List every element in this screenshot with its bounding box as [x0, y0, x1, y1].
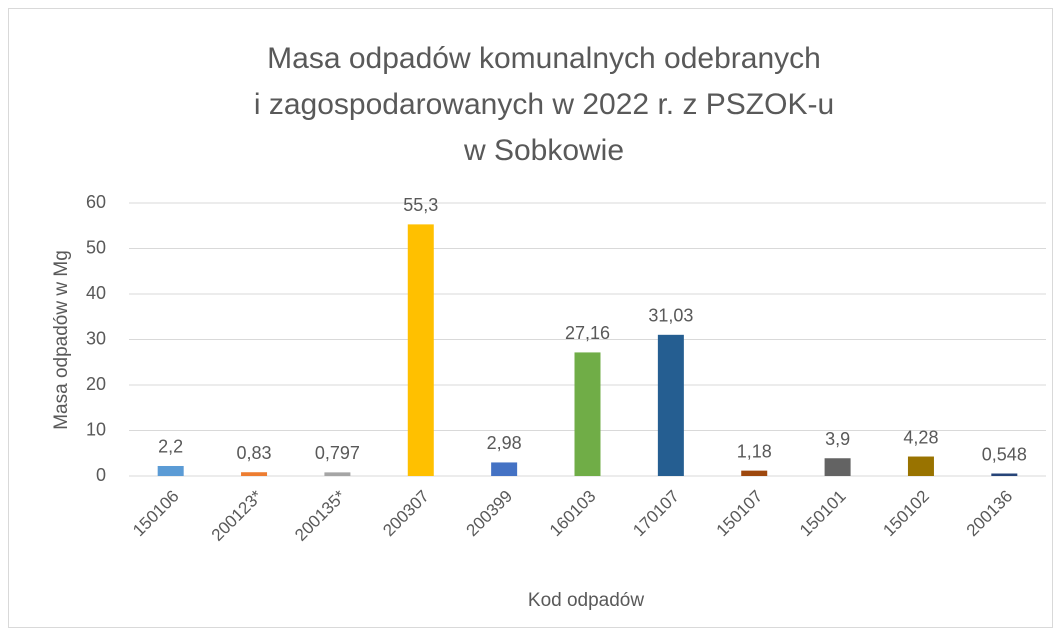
data-label: 0,548	[982, 444, 1027, 464]
data-label: 2,98	[487, 433, 522, 453]
data-label: 3,9	[825, 429, 850, 449]
data-label: 1,18	[737, 441, 772, 461]
chart-title: w Sobkowie	[463, 134, 624, 167]
bar	[907, 456, 934, 476]
chart-frame	[8, 8, 1053, 628]
y-axis-title: Masa odpadów w Mg	[51, 250, 72, 430]
bar	[491, 462, 518, 476]
data-label: 2,2	[158, 437, 183, 457]
chart-title: i zagospodarowanych w 2022 r. z PSZOK-u	[254, 88, 834, 121]
bar	[324, 472, 351, 476]
bar	[407, 224, 434, 476]
chart-title: Masa odpadów komunalnych odebranych	[267, 42, 821, 75]
y-tick-label: 20	[86, 374, 106, 394]
bar	[991, 473, 1018, 476]
y-tick-label: 30	[86, 328, 106, 348]
y-tick-label: 10	[86, 419, 106, 439]
data-label: 27,16	[565, 323, 610, 343]
bar	[824, 458, 851, 476]
bar	[241, 472, 268, 476]
y-tick-label: 40	[86, 283, 106, 303]
data-label: 31,03	[648, 306, 693, 326]
bar	[157, 465, 184, 476]
bar	[657, 334, 684, 476]
data-label: 55,3	[403, 195, 438, 215]
y-tick-label: 60	[86, 192, 106, 212]
data-label: 0,83	[237, 443, 272, 463]
data-label: 4,28	[903, 427, 938, 447]
bar	[574, 352, 601, 476]
y-tick-label: 50	[86, 237, 106, 257]
bar	[741, 470, 768, 476]
x-axis-title: Kod odpadów	[528, 590, 644, 611]
data-label: 0,797	[315, 443, 360, 463]
y-tick-label: 0	[96, 465, 106, 485]
